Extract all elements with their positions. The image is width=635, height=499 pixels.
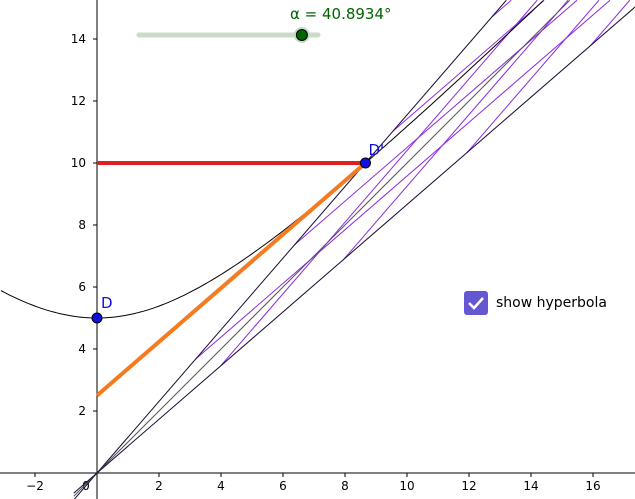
line-through-origin (73, 6, 635, 494)
x-tick-label: 4 (217, 479, 225, 493)
show-hyperbola-checkbox[interactable]: show hyperbola (464, 291, 607, 315)
slider-label: α = 40.8934° (290, 5, 392, 23)
orange-segment (95, 161, 367, 398)
y-tick-label: 14 (71, 32, 86, 46)
x-tick-label: 16 (585, 479, 600, 493)
x-tick-label: 14 (523, 479, 538, 493)
trace-line (343, 0, 569, 260)
point-D-prime[interactable] (359, 157, 371, 169)
y-tick-label: 6 (78, 280, 86, 294)
line-through-origin (73, 0, 507, 499)
x-tick-label: 8 (341, 479, 349, 493)
y-tick-label: 2 (78, 404, 86, 418)
x-tick-label: −2 (26, 479, 44, 493)
trace-line (294, 0, 578, 246)
trace-line (466, 0, 600, 153)
y-tick-label: 10 (71, 156, 86, 170)
trace-line (491, 0, 512, 18)
point-D-prime-label: D' (368, 141, 384, 159)
x-tick-label: 12 (461, 479, 476, 493)
point-D[interactable] (91, 312, 103, 324)
trace-lines (195, 0, 631, 367)
trace-line (590, 0, 631, 47)
hyperbola (0, 0, 544, 319)
line-through-origin (73, 0, 571, 497)
x-tick-label: 10 (399, 479, 414, 493)
x-tick-label: 2 (155, 479, 163, 493)
x-tick-label: 6 (279, 479, 287, 493)
y-tick-label: 4 (78, 342, 86, 356)
point-D-label: D (101, 294, 113, 312)
trace-line (392, 0, 545, 132)
trace-line (195, 0, 611, 360)
y-tick-label: 8 (78, 218, 86, 232)
y-tick-label: 12 (71, 94, 86, 108)
checkbox-label: show hyperbola (496, 295, 607, 311)
trace-line (219, 0, 538, 367)
checkbox-check-icon[interactable] (464, 291, 488, 315)
slider-handle[interactable] (295, 29, 308, 41)
